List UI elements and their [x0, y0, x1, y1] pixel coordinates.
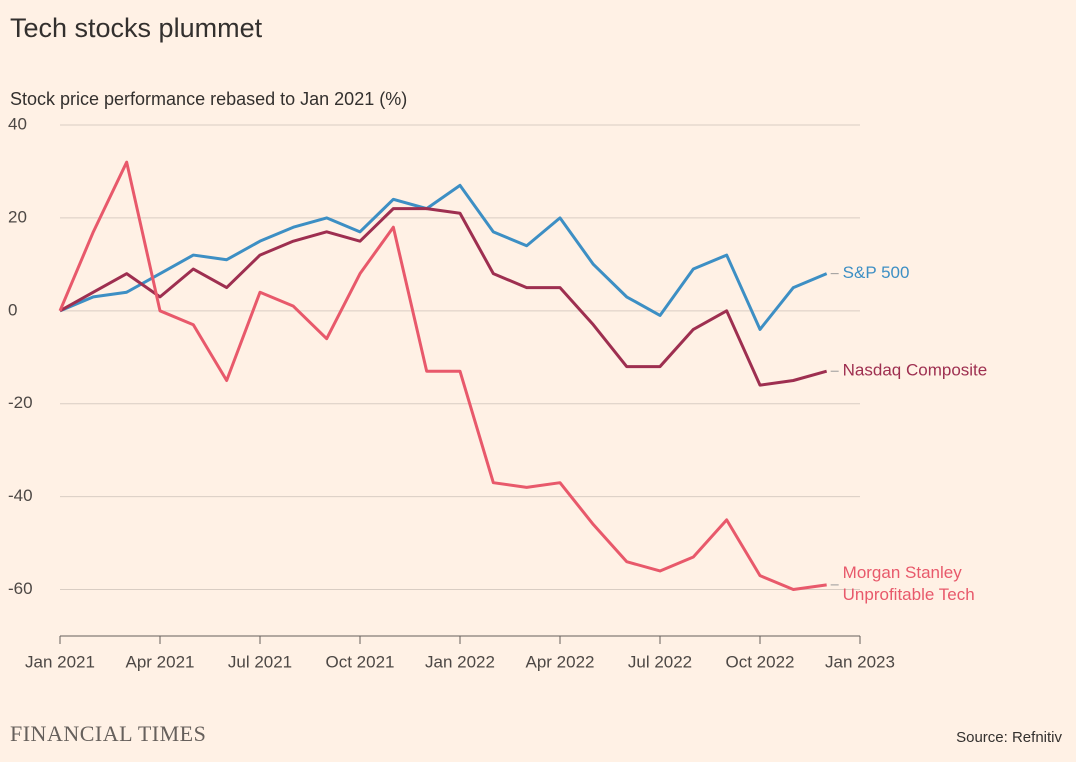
series-line: [59, 183, 828, 331]
x-tick-label: Jul 2021: [228, 652, 292, 671]
y-tick-label: -20: [8, 393, 33, 412]
series-label: Morgan Stanley Unprofitable Tech: [843, 563, 975, 604]
series-label: Nasdaq Composite: [843, 361, 988, 380]
y-tick-label: 20: [8, 207, 27, 226]
y-tick-label: -40: [8, 486, 33, 505]
source: Source: Refnitiv: [956, 729, 1062, 746]
series-line: [58, 160, 827, 592]
x-tick-label: Apr 2022: [526, 652, 595, 671]
x-tick-label: Apr 2021: [126, 652, 195, 671]
y-tick-label: 40: [8, 114, 27, 133]
x-tick-label: Oct 2022: [726, 652, 795, 671]
series-line: [59, 207, 828, 387]
x-tick-label: Jul 2022: [628, 652, 692, 671]
chart-title: Tech stocks plummet: [10, 13, 263, 43]
brand: FINANCIAL TIMES: [10, 721, 206, 746]
chart-subtitle: Stock price performance rebased to Jan 2…: [10, 89, 407, 109]
y-tick-label: 0: [8, 300, 17, 319]
x-tick-label: Oct 2021: [326, 652, 395, 671]
series-label: S&P 500: [843, 263, 910, 282]
x-tick-label: Jan 2022: [425, 652, 495, 671]
x-tick-label: Jan 2023: [825, 652, 895, 671]
x-tick-label: Jan 2021: [25, 652, 95, 671]
y-tick-label: -60: [8, 579, 33, 598]
